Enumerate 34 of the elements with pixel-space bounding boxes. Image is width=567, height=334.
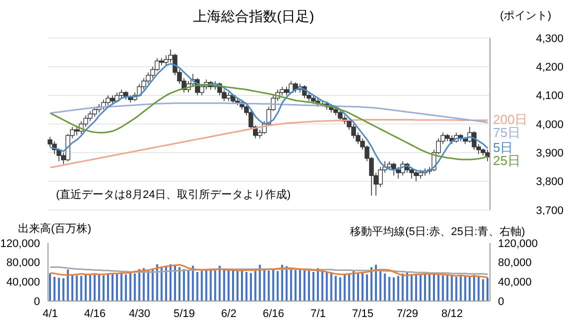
y-tick-label: 80,000 (6, 257, 40, 270)
y2-tick-label: 120,000 (498, 238, 538, 250)
y-axis-title: 出来高(百万株) (18, 222, 92, 236)
x-tick-label: 7/1 (310, 308, 326, 320)
x-tick-label: 4/30 (128, 308, 150, 320)
y-tick-label: 40,000 (6, 276, 40, 289)
y-tick-label: 0 (34, 296, 40, 308)
y-tick-label: 4,300 (536, 32, 564, 45)
series-label: 75日 (493, 125, 520, 142)
x-tick-label: 7/15 (352, 308, 374, 320)
text: 移動平均線(5日:赤、25日:青、右軸) (350, 225, 525, 239)
y-tick-label: 4,100 (536, 90, 564, 102)
annotation: (直近データは8月24日、取引所データより作成) (56, 188, 291, 202)
x-tick-label: 6/2 (221, 308, 236, 320)
y-axis-title: (ポイント) (500, 9, 552, 23)
x-tick-label: 8/12 (441, 308, 463, 320)
chart-title: 上海総合指数(日足) (192, 8, 314, 24)
series-label: 200日 (493, 112, 528, 128)
x-tick-label: 4/1 (42, 308, 58, 320)
y-tick-label: 4,200 (536, 62, 564, 74)
y2-tick-label: 80,000 (498, 257, 532, 270)
series-label: 5日 (493, 140, 514, 156)
y-tick-label: 3,900 (536, 148, 564, 160)
series-label: 25日 (493, 153, 520, 170)
y-tick-label: 4,000 (536, 118, 564, 131)
x-tick-label: 7/29 (396, 308, 418, 320)
y-tick-label: 120,000 (0, 238, 40, 250)
y2-tick-label: 40,000 (498, 276, 532, 289)
x-tick-label: 4/16 (84, 308, 106, 320)
y-tick-label: 3,700 (536, 204, 564, 217)
x-tick-label: 6/16 (262, 308, 284, 320)
x-tick-label: 5/19 (173, 308, 195, 320)
y2-tick-label: 0 (498, 296, 504, 308)
y-tick-label: 3,800 (536, 176, 564, 188)
